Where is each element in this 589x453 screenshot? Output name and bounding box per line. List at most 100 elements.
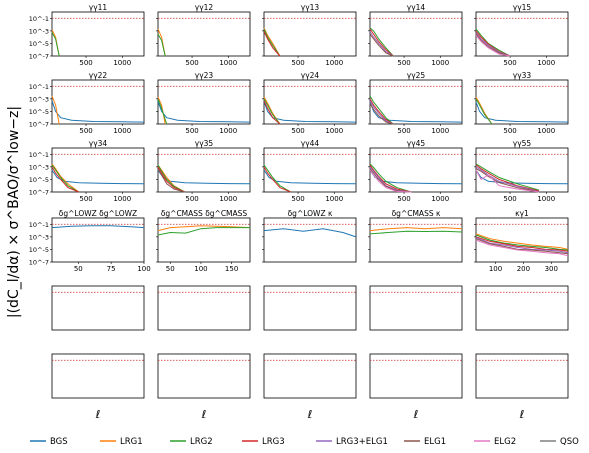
x-tick-label: 75 [107,265,116,273]
x-tick-label: 1000 [325,195,343,203]
y-tick-label: 10^-5 [29,176,49,184]
y-tick-label: 10^-5 [29,108,49,116]
y-tick-label: 10^-3 [29,163,49,171]
series-line [263,28,281,57]
legend-label: QSO [560,437,579,447]
y-tick-label: 10^-5 [29,40,49,48]
x-tick-label: 500 [79,195,92,203]
x-tick-label: 100 [137,265,150,273]
subplot-title: κγ1 [515,209,529,218]
legend-label: ELG1 [424,437,446,447]
series-line [475,163,540,191]
x-tick-label: 1000 [537,59,555,67]
series-line [157,166,185,193]
axes-frame [157,147,251,193]
series-line [369,33,394,57]
y-tick-label: 10^-1 [29,83,49,91]
x-tick-label: 500 [185,127,198,135]
x-tick-label: 500 [185,195,198,203]
series-line [263,169,357,185]
series-line [157,168,185,193]
series-line [475,239,569,257]
legend: BGS LRG1 LRG2 LRG3 LRG3+ELG1 ELG1 ELG2 QSO [30,437,579,447]
subplot [51,285,145,331]
x-tick-label: 500 [503,195,516,203]
x-tick-label: 500 [397,195,410,203]
x-tick-label: 1000 [537,127,555,135]
series-line [475,28,511,57]
series-line [369,169,412,193]
x-tick-label: 1000 [219,195,237,203]
subplot: γγ11 10^-1 10^-3 10^-5 10^-7 500 1000 [29,3,145,67]
series-line [369,27,394,57]
subplot-title: γγ45 [407,139,426,148]
series-line [263,31,281,57]
series-line [369,31,394,57]
subplot: δg^CMASS κ [368,209,463,263]
x-tick-label: 100 [194,265,207,273]
legend-label: LRG3 [262,437,285,447]
subplot-title: γγ11 [89,3,108,12]
y-tick-label: 10^-1 [29,151,49,159]
axes-frame [475,147,569,193]
y-tick-label: 10^-1 [29,221,49,229]
subplot: δg^CMASS δg^CMASS 50 100 150 [156,209,251,273]
x-tick-label: 500 [79,127,92,135]
y-tick-label: 10^-7 [29,53,49,61]
x-axis-label: ℓ [307,408,313,421]
series-line [369,103,394,125]
series-line [369,28,394,57]
subplot [369,353,463,399]
x-tick-label: 500 [397,59,410,67]
axes-frame [157,353,251,399]
axes-frame [157,285,251,331]
subplot-title: δg^LOWZ δg^LOWZ [59,209,137,218]
subplot-title: γγ33 [513,71,532,80]
y-tick-label: 10^-7 [29,259,49,267]
x-axis-label: ℓ [201,408,207,421]
x-tick-label: 500 [79,59,92,67]
axes-frame [475,285,569,331]
subplot: γγ12 500 1000 [156,3,251,67]
subplot-title: δg^CMASS δg^CMASS [161,209,248,218]
subplot-title: δg^CMASS κ [392,209,441,218]
series-line [263,27,281,57]
subplot-title: δg^LOWZ κ [288,209,333,218]
series-line [369,98,394,125]
axes-frame [51,217,145,263]
subplot: κγ1 100 200 300 [474,209,569,273]
subplot-title: γγ55 [513,139,532,148]
series-line [369,166,412,193]
series-line [475,234,569,251]
axes-frame [369,217,463,263]
x-tick-label: 1000 [325,59,343,67]
subplot: γγ24 500 1000 [262,71,357,135]
x-tick-label: 50 [166,265,175,273]
x-tick-label: 100 [489,265,502,273]
x-tick-label: 1000 [113,127,131,135]
series-line [475,98,493,125]
series-line [157,164,186,193]
axes-frame [369,147,463,193]
x-tick-label: 1000 [537,195,555,203]
subplot: γγ23 500 1000 [156,71,251,135]
series-line [263,166,291,193]
axes-frame [475,79,569,125]
subplot [475,353,569,399]
subplot-title: γγ14 [407,3,426,12]
legend-label: LRG3+ELG1 [336,437,388,447]
subplot: δg^LOWZ κ [262,209,357,263]
x-axis-label: ℓ [413,408,419,421]
subplot [369,285,463,331]
subplot [263,353,357,399]
series-line [475,164,540,192]
series-line [369,168,412,193]
x-tick-label: 500 [291,127,304,135]
subplot-title: γγ22 [89,71,108,80]
y-tick-label: 10^-1 [29,15,49,23]
x-tick-label: 1000 [431,127,449,135]
series-line [263,98,281,125]
subplot-title: γγ23 [195,71,214,80]
series-line [51,169,145,185]
y-tick-label: 10^-3 [29,27,49,35]
